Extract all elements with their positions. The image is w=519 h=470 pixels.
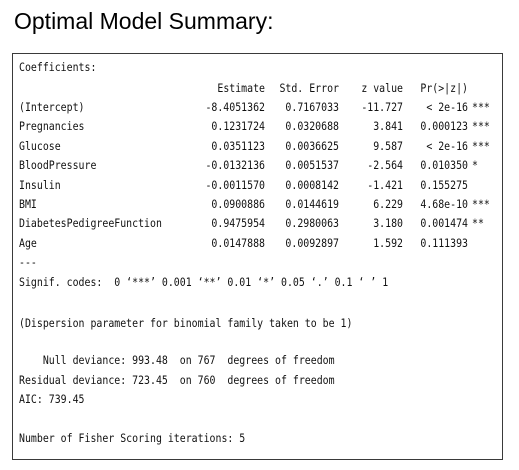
column-header: Pr(>|z|) (365, 81, 468, 96)
row-label: BloodPressure (19, 158, 96, 173)
row-label: Insulin (19, 178, 61, 193)
residual-deviance: Residual deviance: 723.45 on 760 degrees… (19, 373, 335, 388)
row-label: BMI (19, 197, 37, 212)
table-cell: < 2e-16 (365, 100, 468, 115)
table-cell: 0.010350 (365, 158, 468, 173)
signif-codes: Signif. codes: 0 ‘***’ 0.001 ‘**’ 0.01 ‘… (19, 275, 388, 290)
table-cell: 4.68e-10 (365, 197, 468, 212)
table-cell: 0.000123 (365, 119, 468, 134)
signif-stars: ** (472, 216, 484, 231)
fisher-iterations: Number of Fisher Scoring iterations: 5 (19, 431, 245, 446)
table-cell: 0.155275 (365, 178, 468, 193)
signif-stars: * (472, 158, 478, 173)
model-summary-output: Coefficients: Estimate Std. Error z value P… (12, 53, 503, 460)
signif-stars: *** (472, 119, 490, 134)
coefficients-heading: Coefficients: (19, 60, 96, 75)
row-label: (Intercept) (19, 100, 85, 115)
null-deviance: Null deviance: 993.48 on 767 degrees of … (19, 353, 335, 368)
row-label: Pregnancies (19, 119, 85, 134)
dispersion-note: (Dispersion parameter for binomial famil… (19, 316, 352, 331)
row-label: Age (19, 236, 37, 251)
table-cell: < 2e-16 (365, 139, 468, 154)
signif-stars: *** (472, 139, 490, 154)
row-label: Glucose (19, 139, 61, 154)
table-cell: 0.111393 (365, 236, 468, 251)
page-title: Optimal Model Summary: (14, 8, 273, 35)
separator-line: --- (19, 255, 37, 270)
row-label: DiabetesPedigreeFunction (19, 216, 162, 231)
signif-stars: *** (472, 100, 490, 115)
aic-value: AIC: 739.45 (19, 392, 85, 407)
signif-stars: *** (472, 197, 490, 212)
table-cell: 0.001474 (365, 216, 468, 231)
